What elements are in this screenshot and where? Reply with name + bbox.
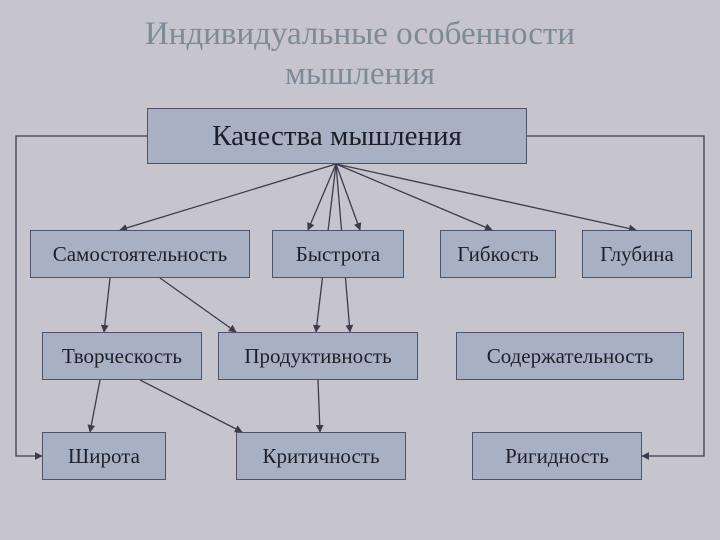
node-shirota: Широта bbox=[42, 432, 166, 480]
node-samostoyatelnost: Самостоятельность bbox=[30, 230, 250, 278]
node-root: Качества мышления bbox=[147, 108, 527, 164]
node-label: Продуктивность bbox=[244, 344, 391, 369]
node-label: Быстрота bbox=[296, 242, 380, 267]
node-label: Глубина bbox=[600, 242, 674, 267]
node-label: Творческость bbox=[62, 344, 182, 369]
node-label: Самостоятельность bbox=[53, 242, 228, 267]
node-label: Ригидность bbox=[505, 444, 609, 469]
node-root-label: Качества мышления bbox=[212, 120, 462, 153]
node-rigidnost: Ригидность bbox=[472, 432, 642, 480]
node-label: Широта bbox=[68, 444, 140, 469]
node-kritichnost: Критичность bbox=[236, 432, 406, 480]
node-tvorcheskost: Творческость bbox=[42, 332, 202, 380]
node-bystrota: Быстрота bbox=[272, 230, 404, 278]
diagram-canvas: Индивидуальные особенности мышления Каче… bbox=[0, 0, 720, 540]
node-soderzhatelnost: Содержательность bbox=[456, 332, 684, 380]
node-glubina: Глубина bbox=[582, 230, 692, 278]
title-line-1: Индивидуальные особенности bbox=[0, 16, 720, 53]
title-line-2: мышления bbox=[0, 56, 720, 93]
node-label: Критичность bbox=[262, 444, 379, 469]
node-produktivnost: Продуктивность bbox=[218, 332, 418, 380]
node-gibkost: Гибкость bbox=[440, 230, 556, 278]
node-label: Содержательность bbox=[487, 344, 654, 369]
node-label: Гибкость bbox=[457, 242, 539, 267]
